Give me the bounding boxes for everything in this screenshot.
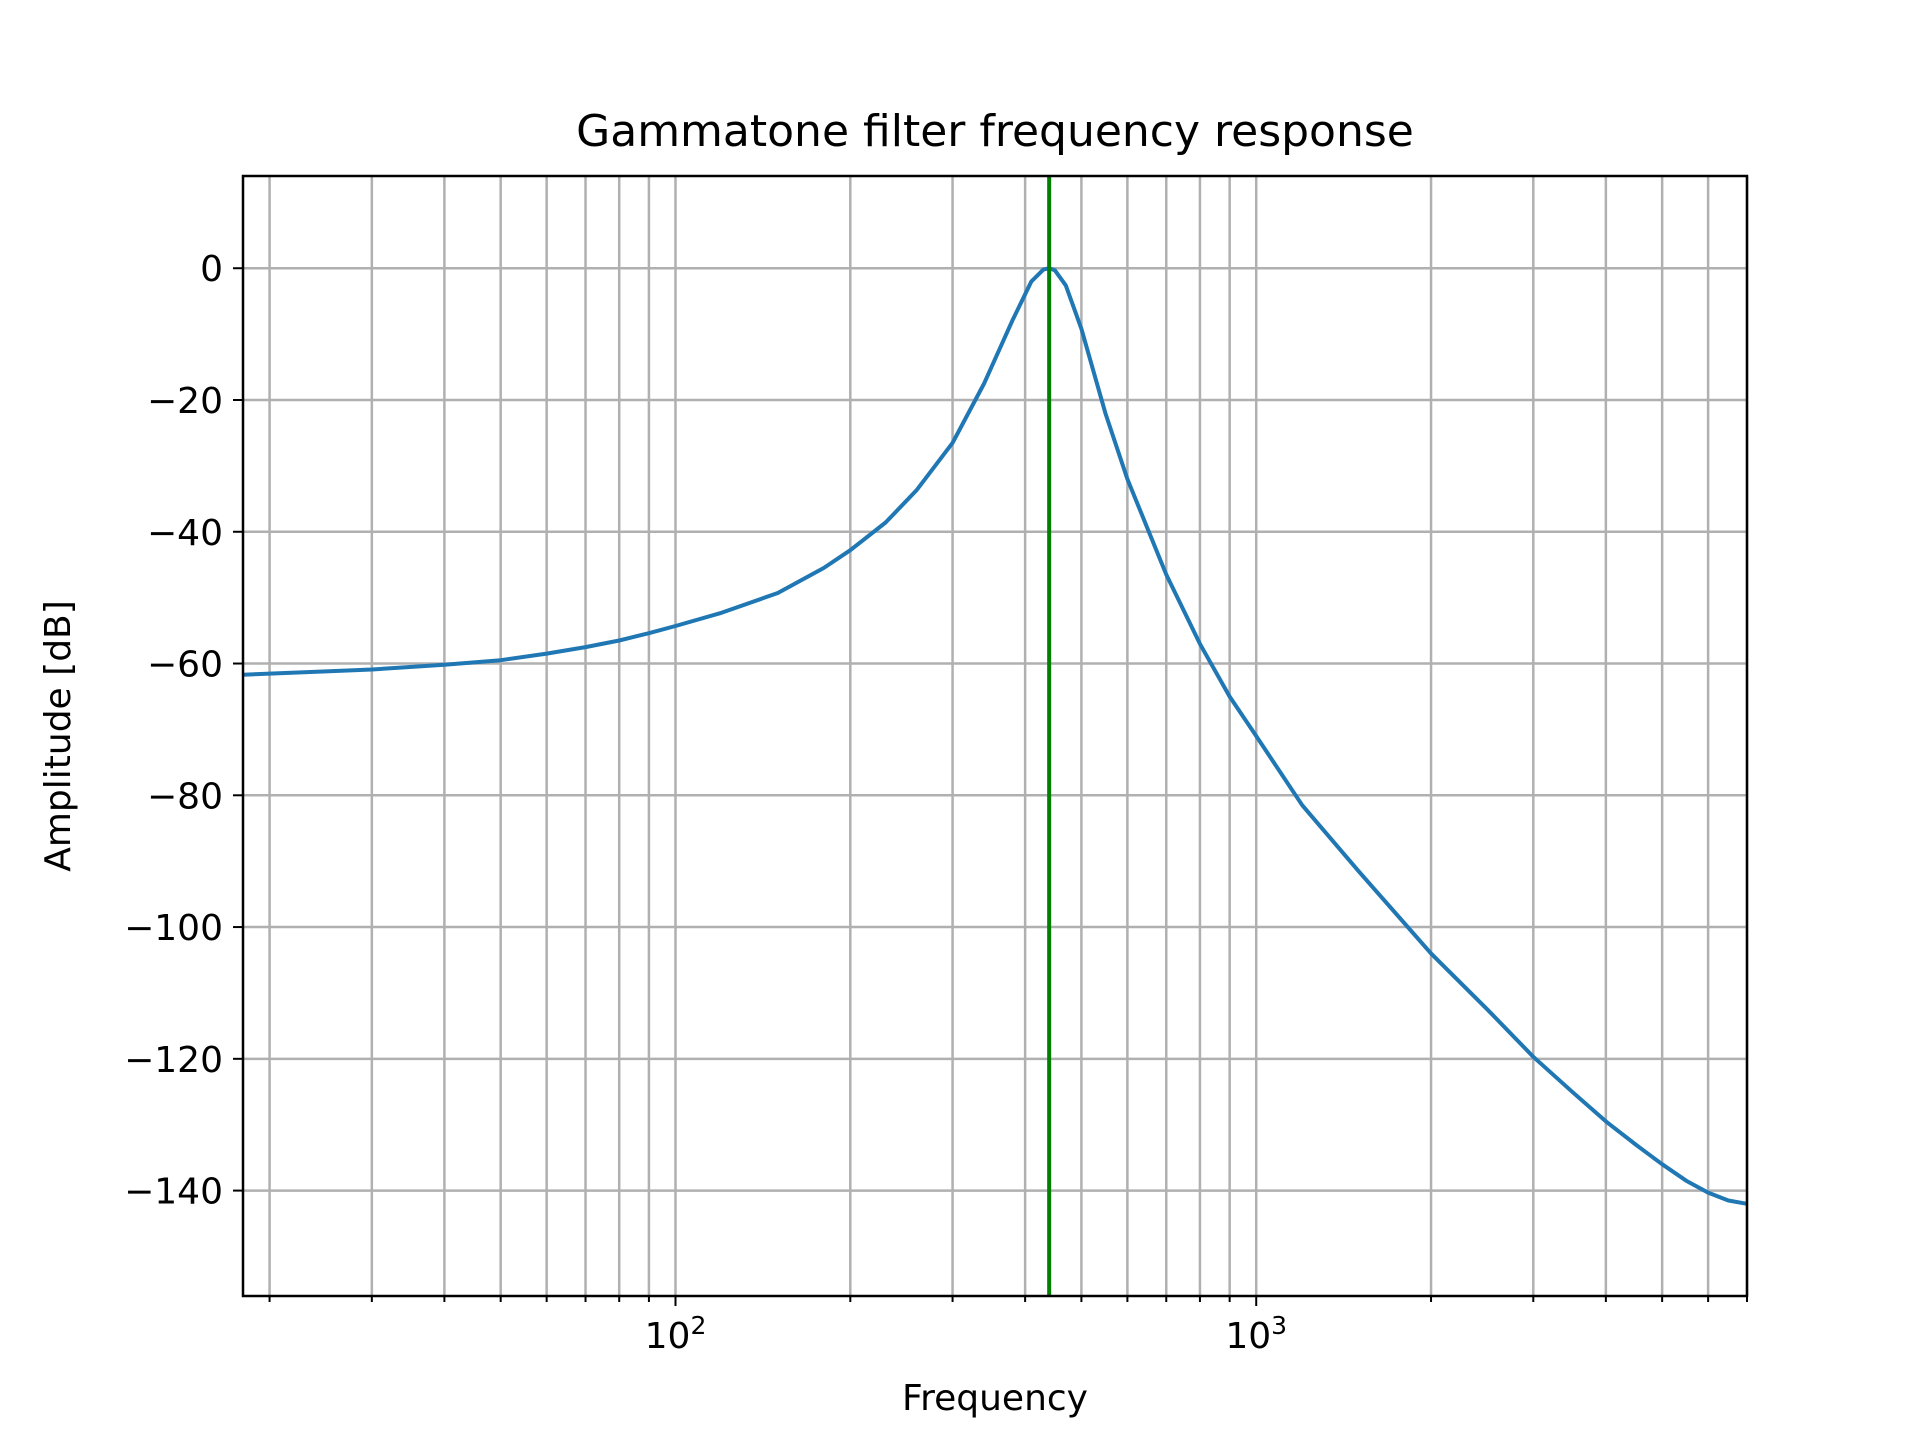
y-tick-label: −80 [147, 776, 223, 817]
chart-title: Gammatone filter frequency response [576, 106, 1414, 157]
y-tick-label: −120 [124, 1040, 223, 1081]
y-tick-label: −20 [147, 381, 223, 422]
x-tick-label-base: 10 [1225, 1316, 1271, 1357]
plot-area [242, 176, 1748, 1296]
axes-frame [241, 174, 1749, 1298]
x-tick-label: 102 [645, 1311, 707, 1357]
x-tick-label: 103 [1225, 1311, 1287, 1357]
y-tick-label: −100 [124, 908, 223, 949]
x-axis-label: Frequency [902, 1378, 1088, 1419]
grid [243, 176, 1749, 1296]
y-axis-label: Amplitude [dB] [38, 600, 79, 872]
series-line [242, 266, 1748, 1206]
x-tick-label-base: 10 [645, 1316, 691, 1357]
y-tick-label: −60 [147, 645, 223, 686]
y-tick-label: −40 [147, 513, 223, 554]
y-tick-label: 0 [200, 249, 223, 290]
x-tick-label-exponent: 3 [1271, 1311, 1287, 1340]
y-tick-label: −140 [124, 1172, 223, 1213]
x-tick-label-exponent: 2 [690, 1311, 706, 1340]
